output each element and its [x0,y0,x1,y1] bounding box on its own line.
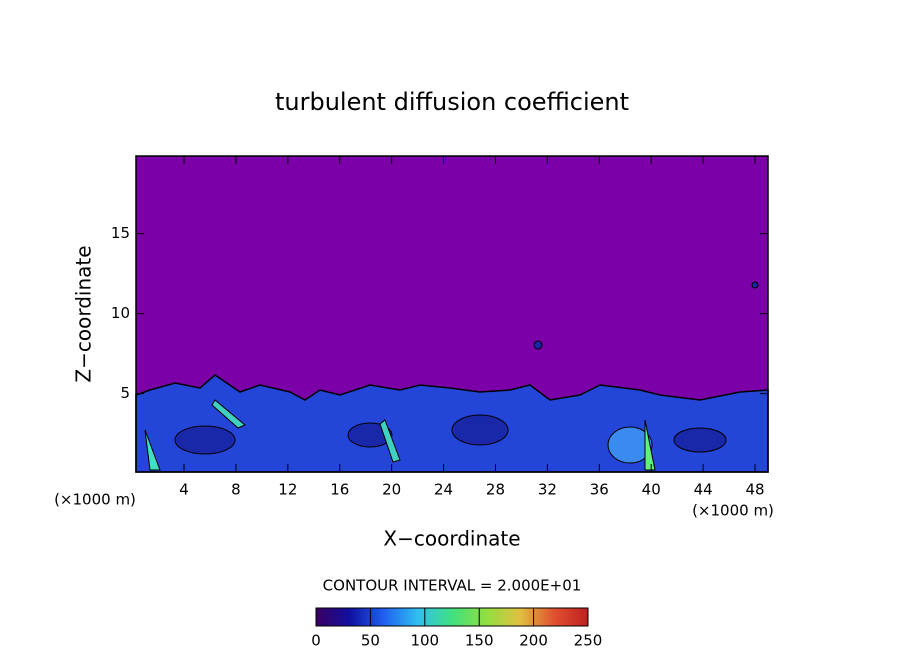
y-tick-label: 10 [111,304,130,322]
field-patch [607,426,653,464]
x-tick-label: 32 [538,481,557,499]
x-tick-label: 28 [486,481,505,499]
field-patch [211,399,246,429]
y-tick-label: 15 [111,224,130,242]
field-patch [751,281,759,289]
colorbar [315,607,589,627]
x-tick-label: 36 [590,481,609,499]
x-tick-label: 44 [694,481,713,499]
x-tick-label: 16 [330,481,349,499]
x-axis-label: X−coordinate [383,527,520,551]
x-tick-label: 4 [179,481,189,499]
field-patch [144,429,161,471]
x-unit: (×1000 m) [692,502,774,520]
field-patch [379,419,401,463]
x-tick-label: 40 [642,481,661,499]
field-patch [347,422,393,448]
colorbar-tick-label: 200 [519,632,548,650]
x-tick-label: 8 [231,481,241,499]
field-patch [673,427,727,453]
y-tick-label: 5 [120,384,130,402]
field [135,281,769,473]
x-tick-label: 48 [745,481,764,499]
contour-interval: CONTOUR INTERVAL = 2.000E+01 [323,577,582,595]
y-unit: (×1000 m) [54,491,136,509]
colorbar-tick-label: 50 [361,632,380,650]
x-tick-label: 12 [278,481,297,499]
y-axis-label: Z−coordinate [72,245,96,382]
colorbar-tick-label: 250 [574,632,603,650]
colorbar-tick-label: 0 [311,632,321,650]
x-tick-label: 20 [382,481,401,499]
colorbar-tick-label: 100 [410,632,439,650]
colorbar-tick-label: 150 [465,632,494,650]
field-patch [451,414,509,446]
chart-title: turbulent diffusion coefficient [275,88,629,116]
field-patch [644,419,656,471]
x-tick-label: 24 [434,481,453,499]
field-patch [533,340,543,350]
field-patch [174,425,236,455]
